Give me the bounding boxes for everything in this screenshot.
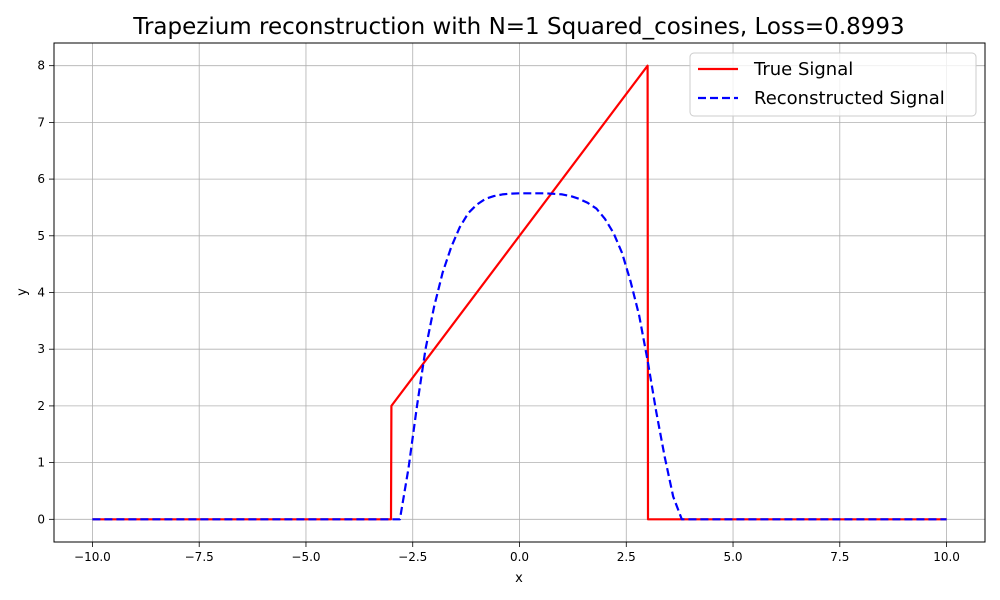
y-tick-label: 7 [37,115,45,129]
x-axis-ticks: −10.0 −7.5 −5.0 −2.5 0.0 2.5 5.0 7.5 10.0 [74,542,960,564]
x-tick-label: −5.0 [291,550,320,564]
chart-title: Trapezium reconstruction with N=1 Square… [132,14,904,40]
legend: True Signal Reconstructed Signal [689,52,977,117]
x-tick-label: 7.5 [830,550,849,564]
y-tick-label: 2 [37,399,45,413]
legend-box [689,52,977,117]
series-line-reconstructed-signal [92,192,947,521]
x-tick-label: −10.0 [74,550,111,564]
x-tick-label: −2.5 [398,550,427,564]
x-tick-label: 2.5 [617,550,636,564]
y-tick-label: 8 [37,59,45,73]
y-tick-label: 4 [37,286,45,300]
x-tick-label: 10.0 [933,550,960,564]
y-tick-label: 3 [37,342,45,356]
y-tick-label: 5 [37,229,45,243]
y-tick-label: 0 [37,512,45,526]
y-tick-label: 6 [37,172,45,186]
series-layer [92,64,947,521]
y-axis-ticks: 0 1 2 3 4 5 6 7 8 [37,59,54,526]
x-tick-label: 0.0 [510,550,529,564]
x-axis-label: x [515,571,523,586]
x-tick-label: −7.5 [185,550,214,564]
legend-label: True Signal [753,59,853,80]
series-line-true-signal [92,64,947,521]
y-axis-label: y [15,288,30,296]
legend-label: Reconstructed Signal [754,88,945,109]
y-tick-label: 1 [37,456,45,470]
x-tick-label: 5.0 [723,550,742,564]
